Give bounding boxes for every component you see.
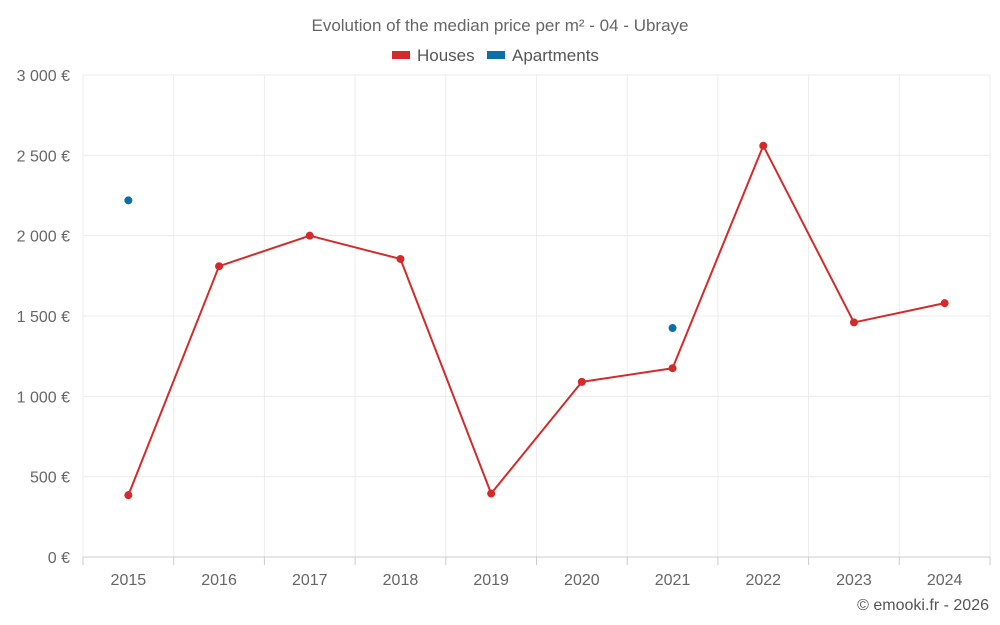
- x-tick-label: 2019: [473, 572, 509, 589]
- data-point-houses: [396, 254, 405, 263]
- data-point-houses: [487, 489, 496, 498]
- x-tick-label: 2017: [292, 572, 328, 589]
- data-point-houses: [577, 377, 586, 386]
- y-tick-label: 0 €: [48, 550, 70, 567]
- x-tick-label: 2022: [745, 572, 781, 589]
- x-tick-label: 2024: [927, 572, 963, 589]
- series: [124, 141, 949, 500]
- credit-text: © emooki.fr - 2026: [857, 597, 989, 614]
- legend-swatch-houses: [392, 51, 410, 59]
- data-point-houses: [940, 299, 949, 308]
- series-line-houses: [127, 144, 945, 496]
- y-tick-label: 1 500 €: [17, 309, 70, 326]
- legend: Houses Apartments: [392, 46, 599, 65]
- data-point-houses: [215, 262, 224, 271]
- legend-item-houses[interactable]: Houses: [392, 46, 475, 65]
- legend-item-apartments[interactable]: Apartments: [487, 46, 599, 65]
- data-point-houses: [849, 318, 858, 327]
- data-point-apartments: [124, 196, 133, 205]
- data-point-houses: [305, 231, 314, 240]
- x-tick-label: 2018: [383, 572, 419, 589]
- y-tick-label: 2 000 €: [17, 229, 70, 246]
- x-tick-label: 2016: [201, 572, 237, 589]
- data-point-houses: [124, 491, 133, 500]
- legend-swatch-apartments: [487, 51, 505, 59]
- data-point-apartments: [668, 324, 677, 333]
- x-tick-label: 2020: [564, 572, 600, 589]
- data-point-houses: [759, 141, 768, 150]
- y-tick-label: 3 000 €: [17, 68, 70, 85]
- data-point-houses: [668, 364, 677, 373]
- grid: [82, 74, 991, 557]
- y-tick-label: 500 €: [30, 470, 70, 487]
- y-tick-label: 1 000 €: [17, 389, 70, 406]
- legend-label-apartments: Apartments: [512, 46, 599, 65]
- y-tick-label: 2 500 €: [17, 148, 70, 165]
- x-tick-label: 2023: [836, 572, 872, 589]
- axes: 0 € 500 € 1 000 € 1 500 € 2 000 € 2 500 € 3 00…: [17, 68, 991, 589]
- legend-label-houses: Houses: [417, 46, 475, 65]
- chart-title: Evolution of the median price per m² - 0…: [311, 16, 688, 35]
- x-tick-label: 2021: [655, 572, 691, 589]
- x-tick-label: 2015: [111, 572, 147, 589]
